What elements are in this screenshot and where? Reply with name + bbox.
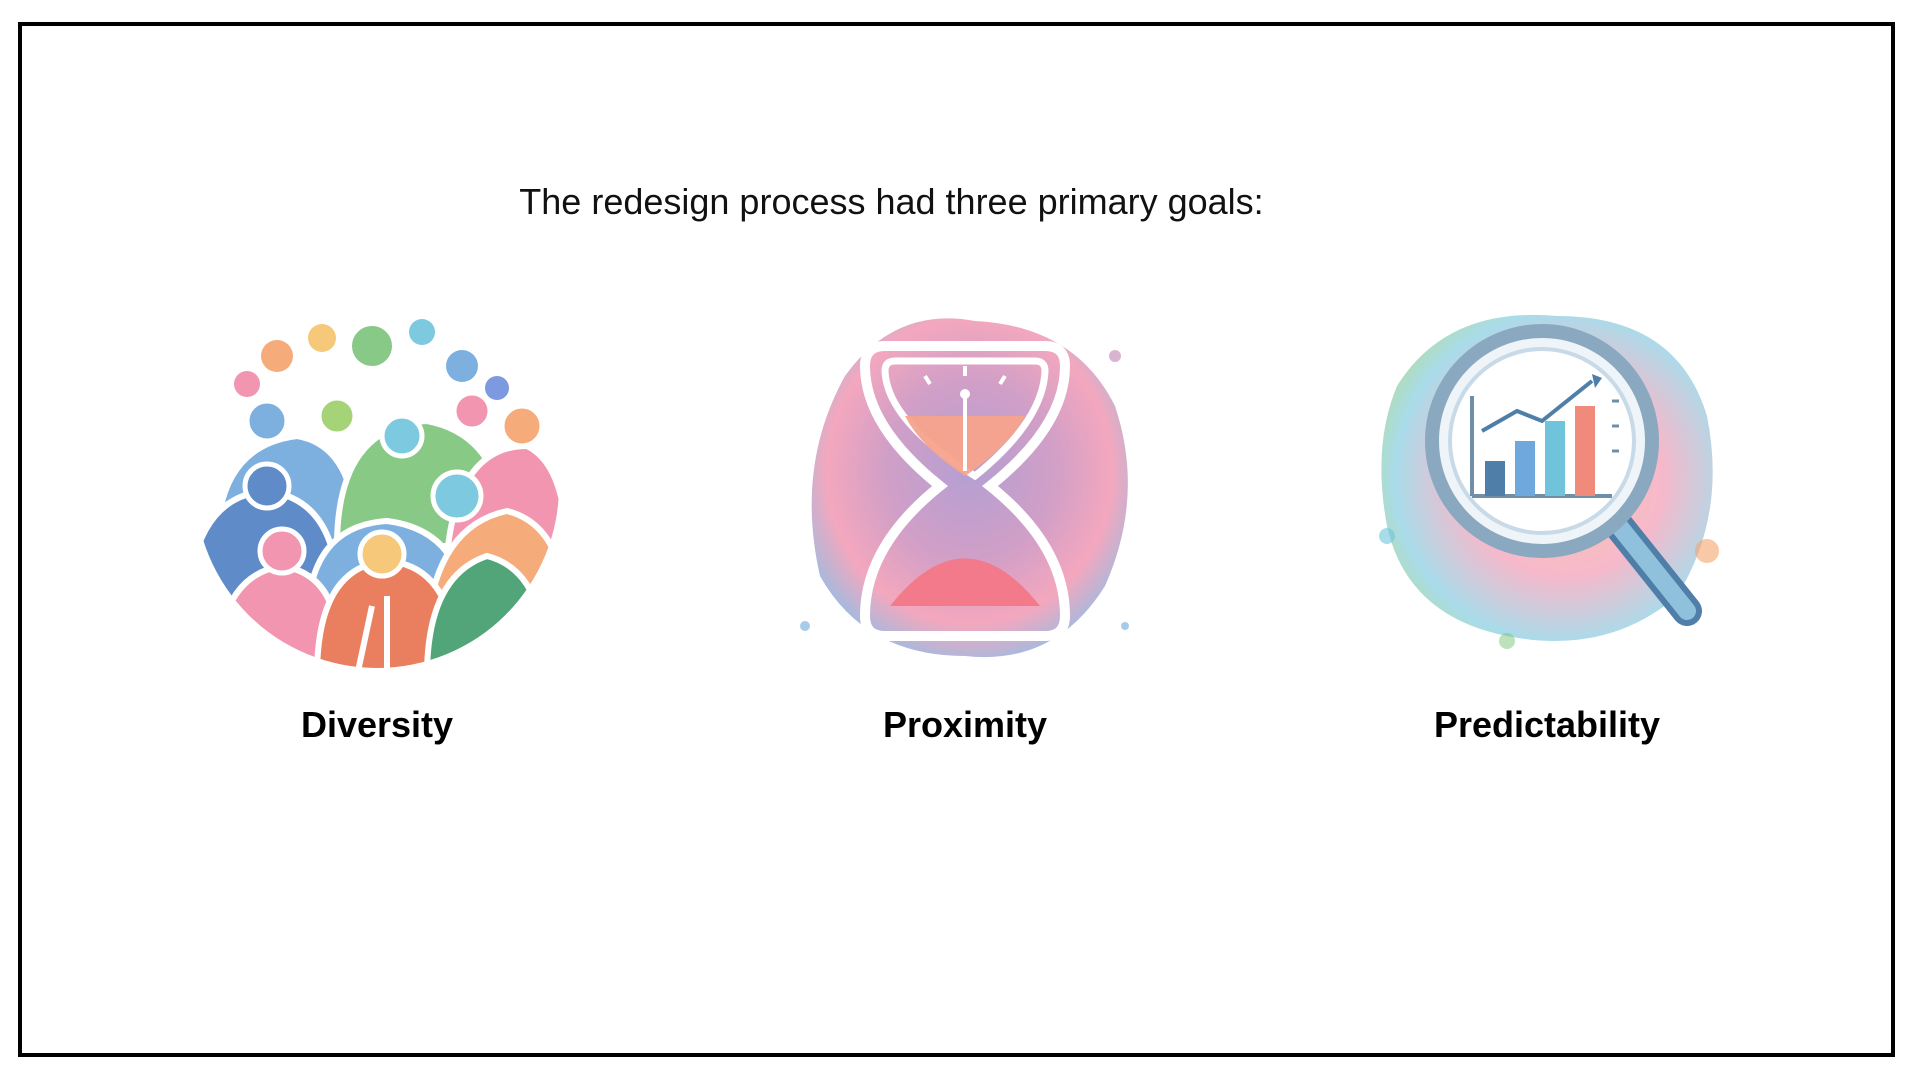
goal-diversity: Diversity [167, 296, 587, 746]
intro-text: The redesign process had three primary g… [519, 181, 1264, 222]
goal-label: Diversity [300, 704, 454, 745]
goal-label: Predictability [1433, 704, 1661, 745]
goal-label: Proximity [882, 704, 1048, 745]
hourglass-icon [800, 318, 1129, 658]
goal-predictability: Predictability [1337, 296, 1757, 746]
slide-frame: The redesign process had three primary g… [18, 22, 1895, 1057]
goal-proximity: Proximity [755, 296, 1175, 746]
magnifier-chart-icon [1379, 314, 1719, 649]
diverse-people-icon [195, 319, 559, 668]
